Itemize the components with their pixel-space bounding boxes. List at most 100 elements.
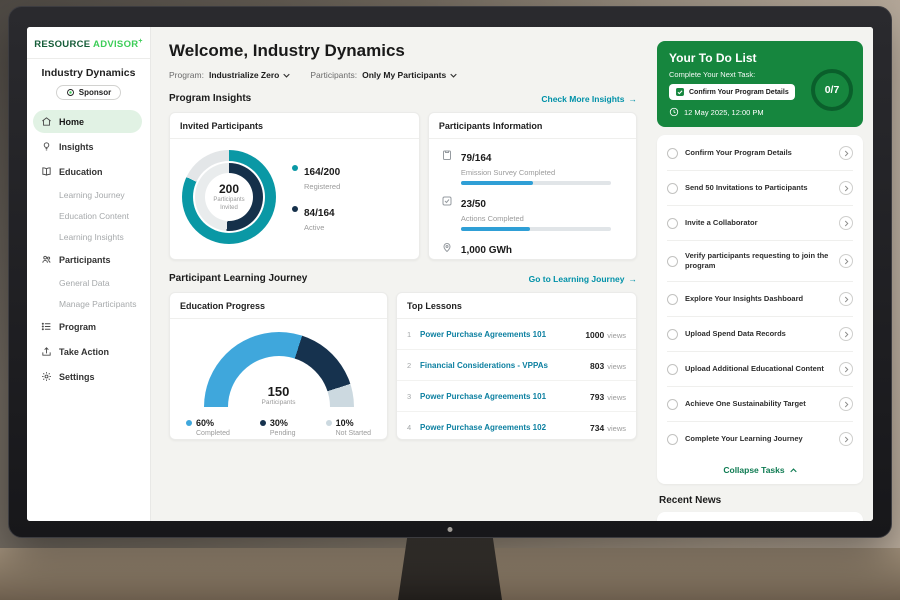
donut-center-value: 200 (219, 182, 239, 196)
legend-value: 84/164 (304, 208, 335, 219)
chevron-right-icon[interactable] (839, 362, 853, 376)
legend-label: Not Started (336, 430, 371, 437)
task-row[interactable]: Invite a Collaborator (667, 206, 853, 241)
info-value: 23/50 (461, 199, 486, 210)
task-row[interactable]: Send 50 Invitations to Participants (667, 171, 853, 206)
program-insights-header: Program Insights Check More Insights → (169, 93, 637, 104)
lesson-title-link[interactable]: Power Purchase Agreements 101 (420, 392, 590, 401)
lesson-title-link[interactable]: Power Purchase Agreements 101 (420, 330, 585, 339)
task-checkbox[interactable] (667, 183, 678, 194)
sidebar-item-learning-journey[interactable]: Learning Journey (27, 185, 150, 204)
task-row[interactable]: Upload Spend Data Records (667, 317, 853, 352)
chevron-right-icon[interactable] (839, 327, 853, 341)
lesson-title-link[interactable]: Financial Considerations - VPPAs (420, 361, 590, 370)
lesson-title-link[interactable]: Power Purchase Agreements 102 (420, 423, 590, 432)
task-label: Confirm Your Program Details (685, 148, 832, 158)
screen: RESOURCE ADVISOR+ Industry Dynamics Spon… (27, 27, 873, 521)
info-row-actions: 23/50 Actions Completed (441, 194, 624, 231)
progress-fill (461, 227, 530, 231)
sidebar-item-insights[interactable]: Insights (27, 135, 150, 158)
chevron-up-icon (790, 468, 797, 473)
sidebar-item-home[interactable]: Home (33, 110, 142, 133)
participants-filter-dropdown[interactable]: Participants: Only My Participants (310, 70, 457, 80)
lesson-views: 803views (590, 356, 626, 374)
chevron-right-icon[interactable] (839, 292, 853, 306)
gear-icon (41, 371, 52, 382)
task-row[interactable]: Achieve One Sustainability Target (667, 387, 853, 422)
legend-label: Pending (270, 430, 296, 437)
legend-item-pending: 30% Pending (260, 418, 296, 437)
sidebar-item-general-data[interactable]: General Data (27, 273, 150, 292)
lesson-rank: 2 (407, 361, 420, 370)
tasks-card: Confirm Your Program Details Send 50 Inv… (657, 135, 863, 484)
go-to-learning-journey-link[interactable]: Go to Learning Journey → (529, 274, 637, 284)
program-filter-dropdown[interactable]: Program: Industrialize Zero (169, 70, 290, 80)
next-task-label: Confirm Your Program Details (689, 89, 789, 96)
sidebar-item-settings[interactable]: Settings (27, 365, 150, 388)
sidebar-item-label: Learning Journey (59, 190, 125, 200)
task-checkbox[interactable] (667, 399, 678, 410)
filters-row: Program: Industrialize Zero Participants… (169, 70, 637, 80)
recent-news-title: Recent News (659, 495, 863, 506)
lesson-rank: 1 (407, 330, 420, 339)
task-checkbox[interactable] (667, 329, 678, 340)
legend-value: 60% (196, 418, 214, 428)
lesson-rank: 4 (407, 423, 420, 432)
legend-label: Registered (304, 182, 340, 191)
gauge-center-label: Participants (262, 399, 296, 406)
task-checkbox[interactable] (667, 364, 678, 375)
chevron-right-icon[interactable] (839, 181, 853, 195)
lesson-row[interactable]: 1 Power Purchase Agreements 101 1000view… (397, 319, 636, 350)
legend-dot (326, 420, 332, 426)
lesson-rank: 3 (407, 392, 420, 401)
sponsor-badge[interactable]: Sponsor (56, 85, 121, 100)
legend-value: 164/200 (304, 167, 340, 178)
sidebar-item-education-content[interactable]: Education Content (27, 206, 150, 225)
task-checkbox[interactable] (667, 434, 678, 445)
chevron-right-icon[interactable] (839, 216, 853, 230)
check-more-insights-link[interactable]: Check More Insights → (541, 94, 637, 104)
sidebar-item-label: Participants (59, 255, 111, 265)
task-row[interactable]: Upload Additional Educational Content (667, 352, 853, 387)
progress-fill (461, 181, 533, 185)
sidebar-item-take-action[interactable]: Take Action (27, 340, 150, 363)
sidebar-item-program[interactable]: Program (27, 315, 150, 338)
sidebar-nav: Home Insights Education Learning Journey (27, 110, 150, 390)
chevron-right-icon[interactable] (839, 146, 853, 160)
collapse-tasks-button[interactable]: Collapse Tasks (667, 456, 853, 483)
next-task-pill[interactable]: Confirm Your Program Details (669, 84, 795, 100)
card-title: Top Lessons (397, 293, 636, 319)
lightbulb-icon (41, 141, 52, 152)
program-filter-value: Industrialize Zero (209, 70, 290, 80)
task-checkbox[interactable] (667, 294, 678, 305)
sidebar-item-learning-insights[interactable]: Learning Insights (27, 227, 150, 246)
chevron-right-icon[interactable] (839, 432, 853, 446)
sidebar-item-participants[interactable]: Participants (27, 248, 150, 271)
lesson-row[interactable]: 3 Power Purchase Agreements 101 793views (397, 381, 636, 412)
card-title: Education Progress (170, 293, 387, 319)
task-row[interactable]: Confirm Your Program Details (667, 136, 853, 171)
task-row[interactable]: Explore Your Insights Dashboard (667, 282, 853, 317)
chevron-right-icon[interactable] (839, 254, 853, 268)
task-row[interactable]: Verify participants requesting to join t… (667, 241, 853, 282)
book-icon (41, 166, 52, 177)
task-checkbox[interactable] (667, 256, 678, 267)
donut-center-label: Participants Invited (210, 197, 248, 213)
legend-dot (260, 420, 266, 426)
chevron-right-icon[interactable] (839, 397, 853, 411)
info-row-emission-survey: 79/164 Emission Survey Completed (441, 148, 624, 185)
education-gauge-chart: 150 Participants (204, 332, 354, 407)
pin-icon (441, 241, 453, 253)
card-title: Participants Information (429, 113, 636, 139)
sidebar-item-education[interactable]: Education (27, 160, 150, 183)
legend-dot (292, 206, 298, 212)
task-checkbox[interactable] (667, 218, 678, 229)
sponsor-badge-icon (66, 88, 75, 97)
participants-filter-value: Only My Participants (362, 70, 457, 80)
task-row[interactable]: Complete Your Learning Journey (667, 422, 853, 456)
sidebar-item-manage-participants[interactable]: Manage Participants (27, 294, 150, 313)
lesson-row[interactable]: 4 Power Purchase Agreements 102 734views (397, 412, 636, 440)
lesson-row[interactable]: 2 Financial Considerations - VPPAs 803vi… (397, 350, 636, 381)
due-date: 12 May 2025, 12:00 PM (684, 108, 764, 117)
task-checkbox[interactable] (667, 148, 678, 159)
